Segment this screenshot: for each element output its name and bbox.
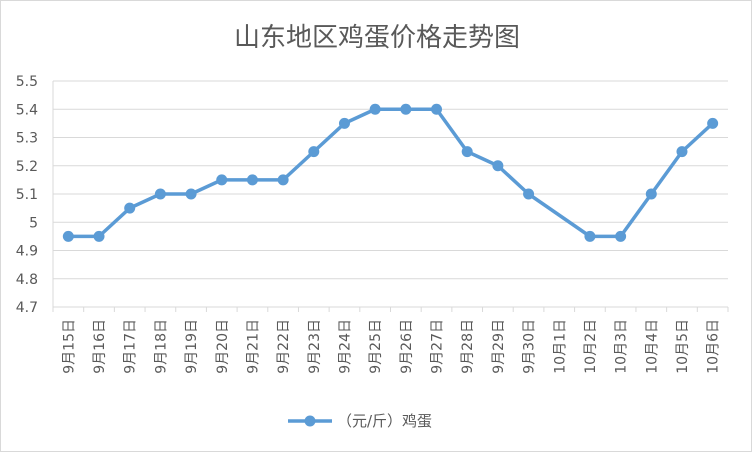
x-tick-label: 9月30日 — [522, 319, 538, 374]
data-point — [584, 230, 596, 242]
data-point — [246, 174, 258, 186]
y-tick-label: 5.4 — [16, 102, 38, 118]
y-axis-ticks: 4.7 4.8 4.9 5 5.1 5.2 5.3 5.4 5.5 — [16, 74, 38, 316]
data-point — [400, 103, 412, 115]
x-tick-label: 9月23日 — [307, 319, 323, 374]
legend-swatch-marker — [304, 415, 316, 427]
data-point — [216, 174, 228, 186]
x-tick-label: 9月15日 — [61, 319, 77, 374]
data-point — [369, 103, 381, 115]
y-tick-label: 5.5 — [16, 74, 38, 90]
y-tick-label: 5 — [29, 215, 38, 231]
x-tick-label: 10月6日 — [706, 319, 722, 374]
x-tick-label: 10月4日 — [644, 319, 660, 374]
data-point — [124, 202, 136, 214]
data-point — [431, 103, 443, 115]
series-egg-price — [62, 103, 719, 242]
data-point — [492, 160, 504, 172]
x-tick-label: 10月5日 — [675, 319, 691, 374]
data-point — [154, 188, 166, 200]
series-line — [68, 107, 714, 239]
y-tick-label: 5.3 — [16, 131, 38, 147]
data-point — [645, 188, 657, 200]
legend-label: （元/斤）鸡蛋 — [337, 412, 432, 430]
y-tick-label: 4.7 — [16, 300, 38, 316]
data-point — [277, 174, 289, 186]
data-point — [338, 117, 350, 129]
data-point — [461, 146, 473, 158]
x-tick-label: 9月20日 — [215, 319, 231, 374]
data-point — [93, 230, 105, 242]
chart-title: 山东地区鸡蛋价格走势图 — [234, 23, 520, 53]
x-tick-label: 9月19日 — [184, 319, 200, 374]
data-point — [308, 146, 320, 158]
data-point — [676, 146, 688, 158]
y-tick-label: 4.9 — [16, 244, 38, 260]
x-tick-label: 9月29日 — [491, 319, 507, 374]
data-point — [185, 188, 197, 200]
data-point — [62, 230, 74, 242]
data-point — [615, 230, 627, 242]
y-tick-label: 5.2 — [16, 159, 38, 175]
y-tick-label: 4.8 — [16, 272, 38, 288]
x-tick-label: 9月16日 — [92, 319, 108, 374]
data-point — [707, 117, 719, 129]
legend: （元/斤）鸡蛋 — [288, 412, 432, 430]
x-tick-label: 9月21日 — [245, 319, 261, 374]
x-tick-label: 9月27日 — [430, 319, 446, 374]
data-point — [523, 188, 535, 200]
x-tick-label: 10月2日 — [583, 319, 599, 374]
x-tick-label: 9月26日 — [399, 319, 415, 374]
x-axis-ticks: 9月15日 9月16日 9月17日 9月18日 9月19日 9月20日 9月21日 9月22日… — [61, 319, 721, 374]
x-tick-label: 9月24日 — [337, 319, 353, 374]
y-tick-label: 5.1 — [16, 187, 38, 203]
x-tick-label: 9月17日 — [123, 319, 139, 374]
x-tick-label: 10月1日 — [552, 319, 568, 374]
x-tick-label: 9月22日 — [276, 319, 292, 374]
x-tick-label: 9月25日 — [368, 319, 384, 374]
x-tick-label: 9月28日 — [460, 319, 476, 374]
axes — [52, 81, 729, 312]
x-tick-label: 9月18日 — [153, 319, 169, 374]
gridlines — [53, 80, 728, 308]
x-tick-label: 10月3日 — [614, 319, 630, 374]
